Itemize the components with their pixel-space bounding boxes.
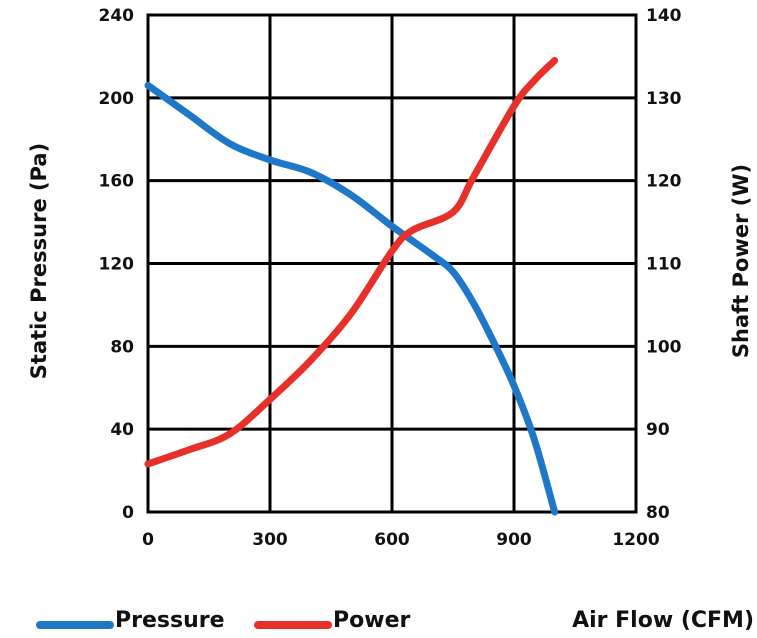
series-line-power [144,57,559,468]
legend-label-pressure: Pressure [115,608,225,633]
series-layer [144,57,559,516]
y2-tick-130: 130 [646,89,682,109]
y-tick-40: 40 [110,420,134,440]
y2-tick-100: 100 [646,337,682,357]
y2-tick-80: 80 [646,503,670,523]
x-tick-1200: 1200 [612,530,659,550]
y2-tick-110: 110 [646,255,682,275]
y-tick-160: 160 [99,172,135,192]
y-axis-title: Static Pressure (Pa) [27,143,51,379]
y2-tick-90: 90 [646,420,670,440]
legend: Pressure Power [36,608,410,633]
x-axis-title: Air Flow (CFM) [572,608,754,633]
y-tick-0: 0 [122,503,134,523]
grid [146,13,638,514]
y-tick-120: 120 [99,255,135,275]
y-tick-240: 240 [99,6,135,26]
y-tick-200: 200 [99,89,135,109]
tick-labels: 0 300 600 900 1200 0 40 80 120 160 200 240 80 90 100 11… [99,6,682,550]
x-tick-900: 900 [496,530,532,550]
x-tick-0: 0 [142,530,154,550]
y2-axis-title: Shaft Power (W) [729,164,753,358]
plot-frame [146,13,638,514]
y2-tick-140: 140 [646,6,682,26]
y2-tick-120: 120 [646,172,682,192]
x-tick-600: 600 [374,530,410,550]
legend-label-power: Power [333,608,410,633]
series-line-pressure [144,81,559,516]
x-tick-300: 300 [252,530,288,550]
y-tick-80: 80 [110,337,134,357]
